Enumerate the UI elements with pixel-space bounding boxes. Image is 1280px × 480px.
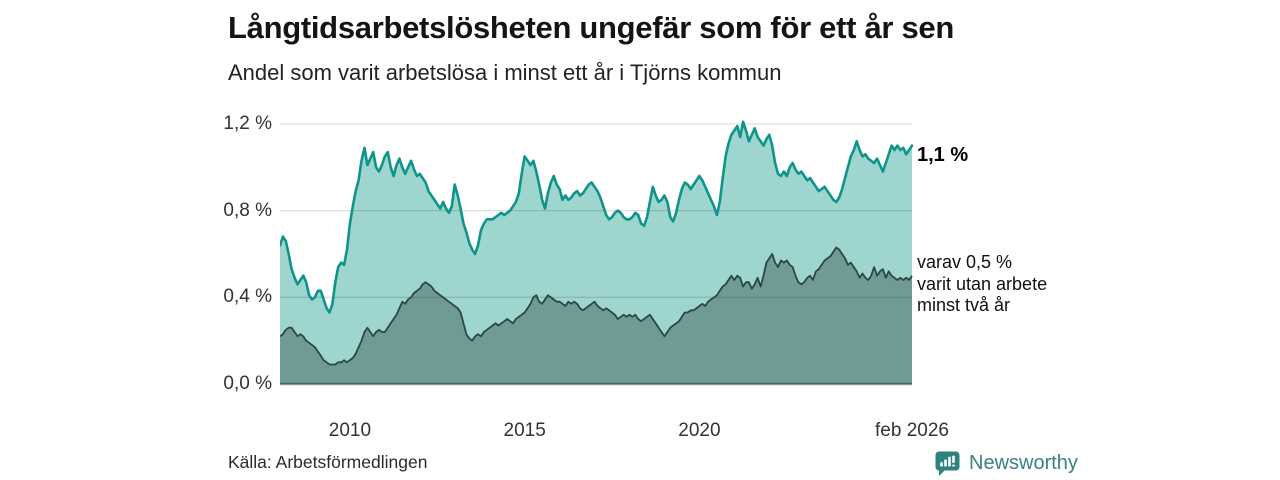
area-fill-two-year: [280, 247, 912, 384]
y-tick-label: 0,8 %: [223, 199, 272, 221]
two-year-annotation-line: varit utan arbete: [917, 273, 1048, 294]
line-one-year: [280, 120, 914, 314]
two-year-annotation: varav 0,5 % varit utan arbete minst två år: [917, 252, 1047, 317]
source-caption: Källa: Arbetsförmedlingen: [228, 452, 428, 472]
y-tick-label: 0,0 %: [223, 373, 272, 394]
latest-value-annotation: 1,1 %: [917, 144, 969, 166]
x-tick-label: feb 2026: [875, 420, 949, 441]
two-year-annotation-line: varav 0,5 %: [917, 252, 1013, 272]
x-tick-label: 2010: [328, 420, 372, 441]
line-two-year: [280, 246, 913, 366]
x-tick-label: 2015: [503, 420, 546, 441]
y-tick-label: 1,2 %: [223, 112, 272, 134]
area-chart-plot: [280, 120, 914, 386]
two-year-annotation-line: minst två år: [917, 295, 1011, 315]
y-tick-label: 0,4 %: [223, 286, 272, 308]
x-tick-label: 2020: [678, 420, 721, 441]
newsworthy-wordmark: Newsworthy: [969, 452, 1078, 474]
chart-subtitle: Andel som varit arbetslösa i minst ett å…: [228, 60, 782, 85]
page-title: Långtidsarbetslösheten ungefär som för e…: [228, 10, 955, 45]
newsworthy-bubble-chart-icon: [935, 451, 960, 476]
newsworthy-logo: Newsworthy: [934, 450, 1078, 477]
